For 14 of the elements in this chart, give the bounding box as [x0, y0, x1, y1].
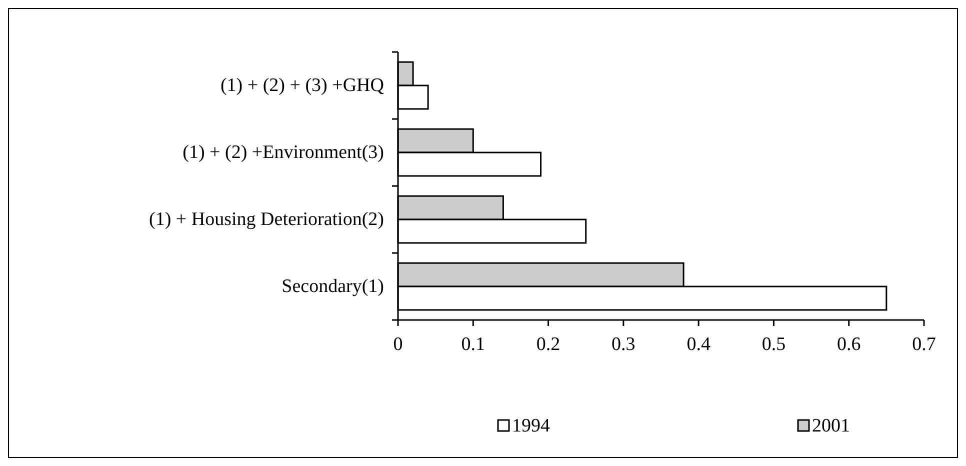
x-tick-label: 0.3 — [612, 334, 636, 355]
legend-label: 2001 — [812, 416, 850, 436]
y-tick-label: (1) + (2) + (3) +GHQ — [220, 75, 384, 96]
x-tick-label: 0.7 — [912, 334, 936, 355]
x-tick-label: 0.1 — [461, 334, 486, 355]
x-tick-label: 0 — [393, 334, 403, 355]
legend-label: 1994 — [512, 416, 550, 436]
x-tick-label: 0.4 — [686, 334, 711, 355]
y-tick-label: (1) + Housing Deterioration(2) — [149, 209, 384, 230]
y-tick-label: (1) + (2) +Environment(3) — [182, 142, 384, 163]
x-tick-label: 0.2 — [536, 334, 560, 355]
x-tick-label: 0.5 — [762, 334, 786, 355]
y-tick-label: Secondary(1) — [282, 276, 384, 297]
x-tick-label: 0.6 — [836, 334, 861, 355]
